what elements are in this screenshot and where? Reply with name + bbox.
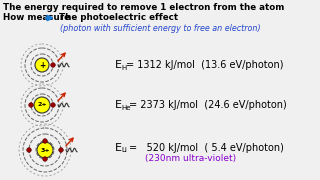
Text: H: H (122, 64, 127, 71)
Text: The energy required to remove 1 electron from the atom: The energy required to remove 1 electron… (3, 3, 284, 12)
Text: =   520 kJ/mol  ( 5.4 eV/photon): = 520 kJ/mol ( 5.4 eV/photon) (129, 143, 284, 153)
Text: E: E (115, 100, 122, 110)
Circle shape (59, 148, 63, 152)
Text: = 2373 kJ/mol  (24.6 eV/photon): = 2373 kJ/mol (24.6 eV/photon) (129, 100, 287, 110)
Text: 3+: 3+ (40, 147, 50, 152)
Circle shape (51, 103, 55, 107)
Circle shape (43, 139, 47, 143)
Text: How measure: How measure (3, 13, 73, 22)
Text: Li: Li (122, 147, 127, 154)
Text: (photon with sufficient energy to free an electron): (photon with sufficient energy to free a… (60, 24, 260, 33)
Circle shape (37, 142, 53, 158)
Circle shape (34, 97, 50, 113)
Circle shape (43, 157, 47, 161)
Text: The photoelectric effect: The photoelectric effect (59, 13, 178, 22)
Circle shape (27, 148, 31, 152)
Text: = 1312 kJ/mol  (13.6 eV/photon): = 1312 kJ/mol (13.6 eV/photon) (126, 60, 284, 70)
Circle shape (51, 63, 55, 67)
Circle shape (35, 58, 49, 72)
Circle shape (29, 103, 33, 107)
Text: He: He (122, 105, 131, 111)
Text: 2+: 2+ (37, 102, 47, 107)
Text: E: E (115, 60, 122, 70)
Text: (230nm ultra-violet): (230nm ultra-violet) (145, 154, 236, 163)
Text: +: + (39, 60, 45, 69)
Text: E: E (115, 143, 122, 153)
